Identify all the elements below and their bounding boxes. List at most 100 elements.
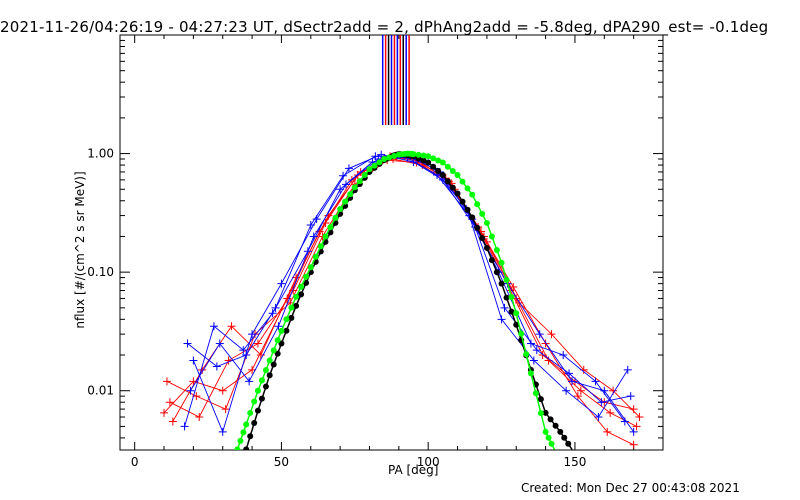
blue-1-line bbox=[187, 155, 629, 418]
green-fit-dot bbox=[498, 259, 505, 266]
black-fit-dot bbox=[293, 302, 300, 309]
x-axis-label: PA [deg] bbox=[388, 463, 439, 477]
black-fit-dot bbox=[439, 171, 446, 178]
black-fit-dot bbox=[513, 321, 520, 328]
black-fit-dot bbox=[552, 422, 559, 429]
green-fit-dot bbox=[464, 185, 471, 192]
red-3-point bbox=[162, 377, 171, 386]
green-fit-dot bbox=[266, 357, 273, 364]
red-2-point bbox=[576, 386, 585, 395]
blue-2-point bbox=[274, 322, 283, 331]
green-fit-dot bbox=[293, 293, 300, 300]
blue-1-point bbox=[339, 171, 348, 180]
red-2-point bbox=[632, 422, 641, 431]
green-fit-dot bbox=[258, 377, 265, 384]
green-fit-dot bbox=[545, 434, 552, 441]
green-fit-dot bbox=[444, 163, 451, 170]
black-fit-dot bbox=[469, 214, 476, 221]
blue-2-line bbox=[190, 155, 631, 403]
black-fit-dot bbox=[283, 327, 290, 334]
green-fit-dot bbox=[234, 446, 241, 450]
red-3-line bbox=[166, 159, 634, 446]
green-fit-dot bbox=[439, 159, 446, 166]
green-fit-dot bbox=[283, 316, 290, 323]
green-fit-dot bbox=[435, 157, 442, 164]
green-fit-dot bbox=[270, 347, 277, 354]
blue-4-point bbox=[180, 422, 189, 431]
green-fit-dot bbox=[366, 166, 373, 173]
y-tick-label: 0.10 bbox=[87, 265, 114, 279]
blue-1-point bbox=[183, 339, 192, 348]
y-tick-label: 1.00 bbox=[87, 147, 114, 161]
series-group bbox=[160, 35, 644, 450]
created-timestamp: Created: Mon Dec 27 00:43:08 2021 bbox=[521, 481, 740, 495]
green-fit-dot bbox=[254, 387, 261, 394]
blue-2-point bbox=[597, 398, 606, 407]
green-fit-dot bbox=[479, 210, 486, 217]
blue-4-point bbox=[620, 417, 629, 426]
green-fit-dot bbox=[493, 247, 500, 254]
black-fit-dot bbox=[243, 446, 250, 450]
green-fit-dot bbox=[376, 159, 383, 166]
green-fit-dot bbox=[237, 437, 244, 444]
black-fit-dot bbox=[557, 428, 564, 435]
black-fit-dot bbox=[493, 269, 500, 276]
blue-4-point bbox=[239, 346, 248, 355]
black-fit-dot bbox=[488, 257, 495, 264]
red-4-point bbox=[227, 322, 236, 331]
black-fit-dot bbox=[270, 361, 277, 368]
black-fit-dot bbox=[420, 157, 427, 164]
red-1-point bbox=[160, 408, 169, 417]
green-fit-dot bbox=[391, 153, 398, 160]
blue-1-point bbox=[623, 365, 632, 374]
blue-3-point bbox=[277, 279, 286, 288]
blue-3-point bbox=[248, 330, 257, 339]
green-fit-dot bbox=[274, 337, 281, 344]
red-1-point bbox=[218, 386, 227, 395]
blue-4-line bbox=[184, 154, 626, 427]
blue-4-point bbox=[303, 247, 312, 256]
blue-2-point bbox=[215, 339, 224, 348]
green-fit-dot bbox=[469, 191, 476, 198]
green-fit-dot bbox=[332, 214, 339, 221]
red-4-point bbox=[635, 413, 644, 422]
green-fit-dot bbox=[240, 429, 247, 436]
green-fit-dot bbox=[381, 155, 388, 162]
red-3-point bbox=[603, 427, 612, 436]
black-fit-dot bbox=[479, 235, 486, 242]
green-fit-dot bbox=[251, 398, 258, 405]
red-1-point bbox=[283, 294, 292, 303]
y-tick-label: 0.01 bbox=[87, 384, 114, 398]
green-fit-dot bbox=[278, 327, 285, 334]
black-fit-dot bbox=[459, 198, 466, 205]
blue-4-point bbox=[559, 351, 568, 360]
green-fit-dot bbox=[483, 219, 490, 226]
green-fit-dot bbox=[454, 171, 461, 178]
green-fit-dot bbox=[474, 201, 481, 208]
red-4-line bbox=[172, 158, 640, 422]
green-fit-dot bbox=[312, 253, 319, 260]
green-fit-dot bbox=[288, 304, 295, 311]
black-fit-dot bbox=[537, 396, 544, 403]
green-fit-dot bbox=[347, 191, 354, 198]
black-fit-dot bbox=[444, 178, 451, 185]
x-tick-label: 150 bbox=[563, 455, 586, 469]
red-2-point bbox=[165, 398, 174, 407]
green-fit-dot bbox=[337, 206, 344, 213]
blue-4-point bbox=[591, 377, 600, 386]
green-fit-dot bbox=[342, 198, 349, 205]
x-tick-label: 100 bbox=[417, 455, 440, 469]
green-fit-dot bbox=[298, 283, 305, 290]
green-fit-dot bbox=[459, 178, 466, 185]
green-fit-dot bbox=[518, 330, 525, 337]
black-fit-dot bbox=[262, 383, 269, 390]
black-fit-dot bbox=[266, 372, 273, 379]
red-4-point bbox=[547, 330, 556, 339]
green-fit-dot bbox=[371, 162, 378, 169]
blue-3-point bbox=[629, 427, 638, 436]
red-3-point bbox=[541, 339, 550, 348]
blue-1-point bbox=[594, 413, 603, 422]
green-fit-dot bbox=[548, 440, 555, 447]
black-fit-dot bbox=[247, 433, 254, 440]
